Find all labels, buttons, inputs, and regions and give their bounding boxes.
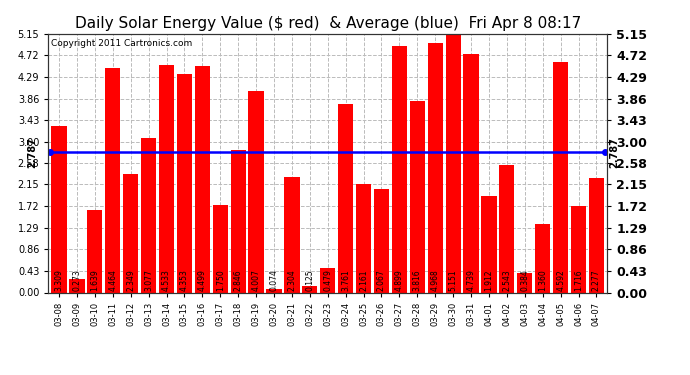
Bar	[535, 224, 551, 292]
Text: 4.533: 4.533	[162, 270, 171, 291]
Text: 5.151: 5.151	[448, 270, 457, 291]
Text: 0.384: 0.384	[520, 270, 529, 291]
Bar	[320, 268, 335, 292]
Text: 4.353: 4.353	[180, 270, 189, 291]
Bar	[374, 189, 389, 292]
Text: 4.899: 4.899	[395, 270, 404, 291]
Text: 4.592: 4.592	[556, 270, 565, 291]
Text: 3.309: 3.309	[55, 270, 63, 291]
Bar	[159, 65, 174, 292]
Bar	[482, 196, 497, 292]
Bar	[141, 138, 156, 292]
Bar	[266, 289, 282, 292]
Bar	[123, 174, 138, 292]
Bar	[87, 210, 103, 292]
Title: Daily Solar Energy Value ($ red)  & Average (blue)  Fri Apr 8 08:17: Daily Solar Energy Value ($ red) & Avera…	[75, 16, 581, 31]
Text: 1.360: 1.360	[538, 270, 547, 291]
Bar	[428, 43, 443, 292]
Text: 0.273: 0.273	[72, 270, 81, 291]
Text: 1.716: 1.716	[574, 270, 583, 291]
Text: 2.067: 2.067	[377, 270, 386, 291]
Bar	[195, 66, 210, 292]
Bar	[248, 91, 264, 292]
Text: 4.968: 4.968	[431, 270, 440, 291]
Text: 2.304: 2.304	[288, 270, 297, 291]
Bar	[464, 54, 479, 292]
Text: 3.816: 3.816	[413, 270, 422, 291]
Text: 0.074: 0.074	[270, 270, 279, 291]
Bar	[392, 46, 407, 292]
Bar	[500, 165, 515, 292]
Bar	[230, 150, 246, 292]
Text: 2.543: 2.543	[502, 270, 511, 291]
Bar	[284, 177, 299, 292]
Bar	[70, 279, 85, 292]
Bar	[213, 205, 228, 292]
Bar	[302, 286, 317, 292]
Text: 2.277: 2.277	[592, 270, 601, 291]
Text: 4.739: 4.739	[466, 270, 475, 291]
Bar	[589, 178, 604, 292]
Text: 1.750: 1.750	[216, 270, 225, 291]
Text: 3.077: 3.077	[144, 270, 153, 291]
Bar	[446, 34, 461, 292]
Bar	[177, 74, 192, 292]
Bar	[553, 62, 569, 292]
Bar	[410, 101, 425, 292]
Text: 2.349: 2.349	[126, 270, 135, 291]
Text: 2.846: 2.846	[234, 270, 243, 291]
Text: 3.761: 3.761	[341, 270, 350, 291]
Bar	[518, 273, 533, 292]
Text: 4.007: 4.007	[252, 270, 261, 291]
Text: 2.787: 2.787	[609, 137, 619, 168]
Text: 4.499: 4.499	[198, 270, 207, 291]
Text: 1.639: 1.639	[90, 270, 99, 291]
Bar	[338, 104, 353, 292]
Text: 2.787: 2.787	[28, 137, 37, 168]
Text: 0.125: 0.125	[306, 270, 315, 291]
Text: Copyright 2011 Cartronics.com: Copyright 2011 Cartronics.com	[51, 39, 193, 48]
Text: 0.479: 0.479	[323, 270, 333, 291]
Bar	[571, 206, 586, 292]
Bar	[105, 68, 120, 292]
Bar	[356, 184, 371, 292]
Text: 1.912: 1.912	[484, 270, 493, 291]
Text: 2.161: 2.161	[359, 270, 368, 291]
Text: 4.464: 4.464	[108, 270, 117, 291]
Bar	[52, 126, 67, 292]
